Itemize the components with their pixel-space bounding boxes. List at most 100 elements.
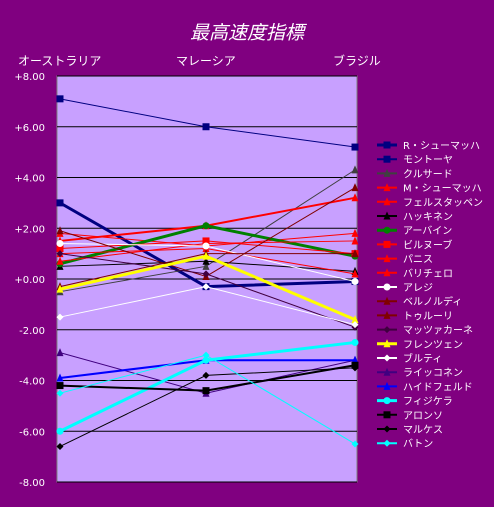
legend-label: フィジケラ (403, 396, 453, 408)
y-tick-label: -2.00 (19, 326, 45, 337)
chart-title: 最高速度指標 (189, 22, 304, 44)
data-point (56, 256, 64, 265)
legend-label: マッツァカーネ (403, 325, 473, 337)
legend-marker (383, 339, 391, 348)
legend-marker (383, 354, 391, 362)
legend-marker (383, 367, 391, 376)
legend-marker (383, 310, 391, 319)
data-point (202, 242, 210, 250)
data-point (351, 364, 359, 372)
data-point (351, 278, 359, 286)
legend-marker (383, 381, 391, 390)
legend-label: パニス (403, 254, 433, 266)
y-tick-label: +0.00 (14, 275, 45, 286)
data-point (351, 228, 359, 237)
data-point (202, 251, 210, 260)
y-tick-label: -6.00 (19, 427, 45, 438)
legend-marker (383, 326, 391, 334)
category-label-brazil: ブラジル (333, 54, 381, 68)
data-point (351, 440, 359, 448)
data-point (351, 355, 359, 364)
legend-label: ライッコネン (403, 367, 463, 379)
data-point (351, 236, 359, 245)
legend-marker (383, 254, 391, 263)
legend-marker (383, 226, 391, 234)
legend-label: ハッキネン (403, 211, 453, 223)
legend-label: ブルティ (403, 352, 442, 365)
y-tick-label: +8.00 (14, 72, 45, 83)
legend-label: ベルノルディ (403, 295, 462, 308)
legend-label: M・シューマッハ (403, 184, 482, 195)
data-point (202, 222, 210, 230)
legend-marker (383, 168, 391, 177)
data-point (202, 270, 210, 278)
legend-label: クルサード (403, 168, 453, 180)
data-point (56, 313, 64, 321)
legend-label: バトン (403, 438, 433, 450)
data-point (351, 165, 359, 174)
data-point (56, 250, 64, 258)
data-point (56, 199, 64, 207)
data-point (56, 373, 64, 382)
legend-label: モントーヤ (403, 155, 453, 166)
legend-marker (383, 155, 391, 163)
legend-label: R・シューマッハ (403, 141, 480, 152)
data-point (56, 442, 64, 450)
legend-label: ハイドフェルド (403, 382, 473, 393)
legend-marker (383, 183, 391, 192)
data-point (351, 315, 359, 324)
legend-marker (383, 268, 391, 277)
data-point (202, 261, 210, 270)
data-point (56, 284, 64, 293)
data-point (351, 321, 359, 329)
data-point (202, 256, 210, 265)
data-point (202, 371, 210, 379)
data-point (56, 95, 64, 103)
legend-label: フレンツェン (403, 340, 463, 351)
legend-marker (383, 141, 391, 149)
legend-label: アレジ (403, 283, 433, 294)
data-point (351, 338, 359, 346)
data-point (202, 123, 210, 131)
data-point (351, 269, 359, 278)
y-tick-label: +6.00 (14, 123, 45, 134)
y-tick-label: -4.00 (19, 377, 45, 388)
y-tick-label: +2.00 (14, 224, 45, 235)
legend-marker (383, 296, 391, 305)
legend-label: トゥルーリ (403, 311, 453, 322)
data-point (202, 283, 210, 291)
y-tick-label: +4.00 (14, 174, 45, 185)
legend-marker (383, 197, 391, 206)
data-point (56, 382, 64, 390)
data-point (56, 427, 64, 435)
data-point (56, 245, 64, 253)
data-point (351, 183, 359, 192)
data-point (202, 351, 210, 359)
category-label-malaysia: マレーシア (176, 54, 236, 68)
legend-marker (383, 397, 391, 405)
data-point (56, 239, 64, 247)
legend-marker (383, 211, 391, 220)
data-point (56, 226, 64, 235)
legend-label: バリチェロ (403, 268, 453, 280)
data-point (56, 389, 64, 397)
legend-label: アロンソ (403, 411, 443, 422)
category-label-australia: オーストラリア (18, 54, 102, 68)
data-point (56, 348, 64, 357)
data-point (351, 143, 359, 151)
legend-marker (383, 411, 391, 419)
data-point (351, 249, 359, 258)
legend-label: マルケス (403, 424, 443, 436)
data-point (351, 193, 359, 202)
legend-label: フェルスタッペン (403, 197, 483, 209)
legend-marker (383, 425, 391, 433)
legend-marker (383, 439, 391, 447)
legend-marker (383, 240, 391, 248)
data-point (202, 387, 210, 395)
y-tick-label: -8.00 (19, 478, 45, 489)
legend-label: ビルヌーブ (403, 238, 452, 251)
data-point (202, 356, 210, 364)
legend-label: アーバイン (403, 225, 452, 237)
legend-marker (383, 283, 391, 291)
